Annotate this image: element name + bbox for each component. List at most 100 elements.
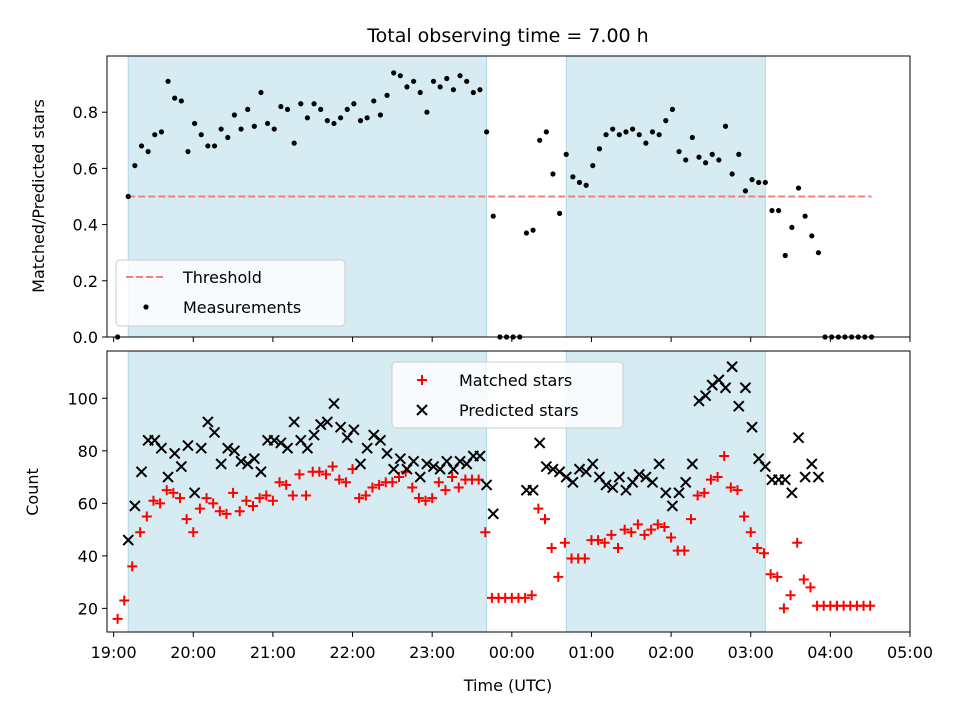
measurement-point [357,118,364,124]
measurement-point [430,78,437,84]
x-tick-label: 00:00 [489,643,535,662]
matched-star-point [765,569,776,580]
top-panel: 0.0 0.2 0.4 0.6 0.8 Threshold Measurements [73,55,911,347]
matched-star-point [420,495,431,506]
matched-star-point [248,500,258,511]
measurement-point [384,92,390,98]
matched-star-point [632,519,643,530]
predicted-star-point [600,479,612,491]
axes-frame [106,350,911,633]
matched-star-point [778,603,789,614]
predicted-star-point [122,534,134,546]
matched-star-point [705,474,716,485]
predicted-star-point [421,458,433,470]
matched-star-point [340,477,351,488]
measurement-point [530,227,536,233]
predicted-star-point [308,429,320,441]
matched-star-point [639,529,650,540]
measurement-point [716,157,722,163]
predicted-star-point [480,479,493,491]
predicted-star-point [208,426,221,439]
matched-star-point [214,506,225,517]
predicted-star-point [188,487,201,499]
measurement-point [145,148,151,155]
matched-star-point [540,514,550,525]
matched-star-point [374,479,385,490]
legend-measurements-swatch [143,304,149,310]
measurement-point [669,106,676,112]
predicted-star-point [454,455,466,468]
predicted-star-point [533,437,546,449]
x-tick-label: 22:00 [329,643,375,662]
matched-star-point [699,487,710,498]
predicted-star-point [328,397,340,410]
chart-title: Total observing time = 7.00 h [366,25,648,47]
measurement-point [696,154,702,160]
predicted-star-point [679,476,692,489]
matched-star-point [301,490,312,501]
predicted-star-point [374,434,387,446]
matched-star-point [533,503,544,514]
measurement-point [391,70,397,76]
measurement-point [590,162,596,169]
predicted-star-point [573,463,586,475]
predicted-star-point [129,500,141,512]
predicted-star-point [135,466,148,478]
predicted-star-point [673,487,685,499]
y-tick-label: 60 [78,494,98,513]
legend: Threshold Measurements [115,259,346,327]
axes-frame [106,55,911,338]
measurement-point [570,174,576,180]
matched-star-point [175,493,185,504]
matched-star-point [148,495,159,506]
predicted-star-point [799,471,811,483]
y-tick-label: 0.0 [73,328,98,347]
y-tick-label: 0.8 [73,103,98,122]
x-tick-label: 02:00 [648,643,694,662]
legend-matched-swatch [417,375,427,385]
predicted-star-point [268,434,280,446]
predicted-star-point [540,460,553,473]
predicted-star-point [407,455,420,468]
matched-star-point [294,469,305,480]
predicted-star-point [547,463,559,475]
predicted-star-point [786,487,798,499]
measurement-point [464,78,470,84]
x-tick-label: 04:00 [807,643,853,662]
matched-star-point [759,548,769,559]
measurement-point [663,118,669,124]
matched-star-point [520,592,531,603]
y-tick-label: 20 [78,599,98,618]
matched-star-point [606,529,617,540]
measurement-point [583,182,589,188]
matched-star-point [659,521,670,532]
predicted-star-point [726,361,738,373]
predicted-star-point [348,424,360,436]
predicted-star-point [288,416,300,428]
measurement-point [630,126,636,132]
predicted-star-point [414,471,426,483]
matched-star-point [719,451,730,462]
measurement-point [344,106,350,112]
predicted-star-point [666,500,679,512]
matched-star-point [732,485,743,496]
measurement-point [537,137,543,143]
measurement-point [762,179,768,186]
measurement-point [550,171,556,177]
measurement-point [683,157,689,163]
predicted-star-point [686,458,699,470]
predicted-star-point [321,416,334,428]
matched-star-point [546,542,557,553]
y-tick-label: 0.6 [73,159,98,178]
measurement-point [318,106,324,112]
matched-star-point [334,474,345,485]
y-tick-label: 40 [78,547,98,566]
matched-star-point [646,524,657,535]
matched-star-point [725,482,736,493]
matched-star-point [865,600,876,611]
predicted-star-point [215,458,227,470]
predicted-star-point [175,460,188,473]
matched-star-point [228,487,239,498]
matched-star-point [188,527,199,538]
y-tick-label: 0.2 [73,272,98,291]
